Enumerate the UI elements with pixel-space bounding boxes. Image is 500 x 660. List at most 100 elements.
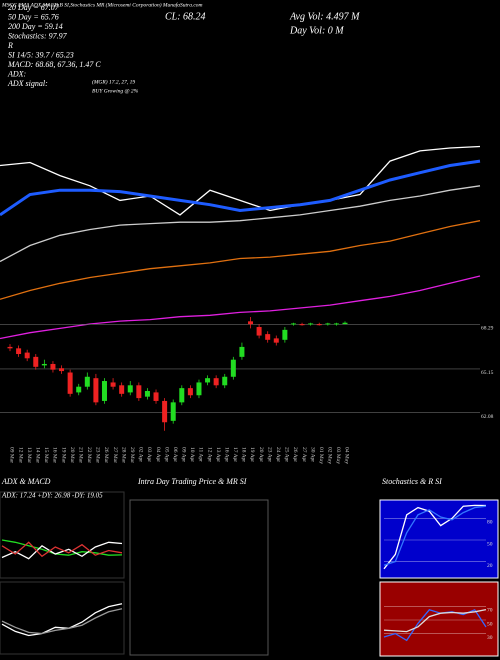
candle-body — [162, 400, 168, 423]
candle-body — [265, 334, 271, 340]
candle-body — [222, 376, 228, 386]
candle-body — [239, 346, 245, 357]
date-label: 09 Mar — [9, 447, 15, 463]
date-label: 11 Apr — [198, 447, 204, 462]
header-line: 50 Day = 65.76 — [8, 12, 59, 21]
date-label: 29 Mar — [129, 447, 135, 463]
date-label: 20 Mar — [69, 447, 75, 463]
candle-body — [16, 348, 22, 355]
header-line: 20 Day = 67.07 — [8, 3, 60, 12]
header-line: SI 14/5: 39.7 / 65.23 — [8, 50, 74, 59]
candle-body — [342, 322, 348, 325]
candle-body — [33, 356, 39, 367]
candle-body — [282, 329, 288, 340]
date-label: 15 Mar — [43, 447, 49, 463]
date-label: 17 Apr — [232, 447, 238, 462]
candle-body — [153, 392, 159, 401]
adx-signal: BUY Growing @ 2% — [92, 88, 139, 94]
candle-body — [84, 376, 90, 387]
date-label: 13 Apr — [215, 447, 221, 462]
candle-body — [101, 381, 107, 401]
panel-title: Stochastics & R SI — [382, 477, 442, 486]
header-line: Stochastics: 97.97 — [8, 31, 68, 40]
date-label: 27 Apr — [301, 447, 307, 462]
date-label: 14 Mar — [35, 447, 41, 463]
y-tick-label: 68.29 — [481, 326, 494, 332]
candle-body — [213, 378, 219, 386]
date-label: 04 Apr — [155, 447, 161, 462]
panel-title: ADX & MACD — [1, 477, 51, 486]
rsi-panel — [379, 581, 499, 657]
y-tick-label: 80 — [487, 520, 493, 526]
y-tick-label: 30 — [487, 635, 493, 641]
series-line — [1, 608, 123, 635]
candle-body — [136, 385, 142, 399]
candle-body — [144, 390, 150, 397]
date-label: 13 Mar — [26, 447, 32, 463]
date-label: 19 Mar — [60, 447, 66, 463]
series-line — [1, 539, 123, 556]
series-line — [1, 603, 123, 637]
candle-body — [110, 382, 116, 387]
series-line — [383, 504, 487, 570]
date-label: 26 Apr — [292, 447, 298, 462]
header-line: MACD: 68.68, 67.36, 1.47 C — [7, 60, 101, 69]
date-label: 26 Mar — [103, 447, 109, 463]
candle-body — [41, 363, 47, 366]
y-tick-label: 50 — [487, 541, 493, 547]
date-label: 27 Mar — [112, 447, 118, 463]
date-label: 18 Apr — [241, 447, 247, 462]
date-label: 04 May — [344, 447, 350, 464]
macd-panel — [0, 581, 125, 655]
candle-body — [187, 388, 193, 396]
candle-body — [205, 378, 211, 383]
candle-body — [24, 352, 30, 359]
date-label: 21 Mar — [77, 447, 83, 463]
date-label: 16 Apr — [223, 447, 229, 462]
series-line — [0, 145, 481, 216]
date-label: 03 Apr — [146, 447, 152, 462]
date-label: 06 Apr — [172, 447, 178, 462]
avg-vol: Avg Vol: 4.497 M — [289, 11, 360, 22]
adx-panel — [0, 491, 125, 579]
candle-body — [248, 321, 254, 325]
date-label: 19 Apr — [249, 447, 255, 462]
date-label: 25 Apr — [284, 447, 290, 462]
panel-title: Intra Day Trading Price & MR SI — [137, 477, 247, 486]
series-line — [0, 159, 481, 217]
panel-label: ADX: 17.24 +DY: 26.98 -DY: 19.05 — [1, 492, 103, 500]
header-line: ADX: — [7, 69, 27, 78]
stoch-panel — [379, 499, 499, 579]
date-label: 10 Apr — [189, 447, 195, 462]
date-label: 16 Mar — [52, 447, 58, 463]
candle-body — [325, 323, 331, 325]
series-line — [383, 505, 487, 566]
candle-body — [333, 323, 339, 325]
adx-values: (MGR) 17.2, 27, 19 — [92, 78, 135, 85]
candle-body — [76, 386, 82, 393]
series-line — [1, 541, 123, 558]
series-line — [0, 275, 481, 340]
candle-body — [50, 363, 56, 370]
date-label: 01 May — [318, 447, 324, 464]
y-tick-label: 50 — [487, 621, 493, 627]
series-line — [0, 185, 481, 263]
y-tick-label: 65.15 — [481, 370, 494, 376]
candle-body — [308, 323, 314, 325]
date-label: 12 Mar — [17, 447, 23, 463]
date-label: 02 May — [327, 447, 333, 464]
header-line: 200 Day = 59.14 — [8, 22, 63, 31]
day-vol: Day Vol: 0 M — [289, 25, 344, 36]
date-label: 22 Mar — [86, 447, 92, 463]
candle-body — [93, 378, 99, 403]
date-label: 12 Apr — [206, 447, 212, 462]
candle-body — [170, 402, 176, 421]
date-label: 23 Apr — [266, 447, 272, 462]
candle-body — [299, 324, 305, 326]
date-label: 02 Apr — [138, 447, 144, 462]
candle-body — [59, 368, 65, 372]
date-label: 24 Apr — [275, 447, 281, 462]
intraday-panel — [129, 499, 269, 656]
date-label: 23 Mar — [95, 447, 101, 463]
candle-body — [127, 385, 133, 393]
